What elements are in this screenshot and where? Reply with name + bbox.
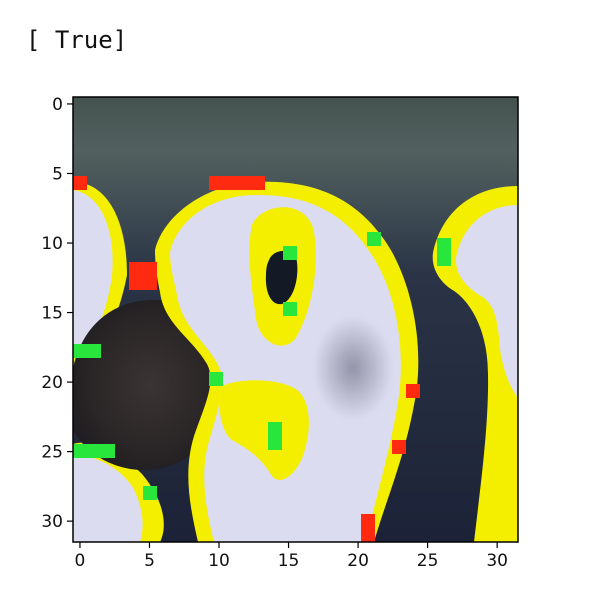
x-tick-label: 30 [486, 551, 508, 571]
right-red-spot-upper [406, 384, 420, 398]
y-tick-label: 20 [41, 373, 63, 393]
x-tick-label: 25 [417, 551, 439, 571]
x-tick-label: 5 [144, 551, 155, 571]
green-spot-hole-bottom [283, 302, 297, 316]
right-white-blob [455, 205, 518, 398]
output-text: [ True] [26, 26, 128, 54]
green-spot-center-left [209, 372, 223, 386]
x-tick-label: 10 [208, 551, 230, 571]
green-spot-bottom-left [73, 444, 115, 458]
hole-dark-center [265, 250, 298, 305]
center-red-spot [129, 262, 157, 290]
x-tick-label: 0 [75, 551, 86, 571]
bottom-red-spot [361, 514, 375, 542]
center-shadow [313, 316, 393, 420]
green-spot-right-edge [367, 232, 381, 246]
right-red-spot-lower [392, 440, 406, 454]
dark-blob [73, 299, 228, 471]
left-red-spot [73, 176, 87, 190]
image-plot-area [73, 97, 518, 542]
y-tick-label: 0 [52, 95, 63, 115]
y-axis: 0 5 10 15 20 25 30 [41, 95, 73, 532]
y-tick-label: 15 [41, 304, 63, 324]
lower-yellow-patch [219, 380, 309, 480]
left-white-blob [73, 190, 113, 356]
green-spot-hole-top [283, 246, 297, 260]
y-tick-label: 30 [41, 512, 63, 532]
green-spot-left [73, 344, 101, 358]
x-tick-label: 20 [347, 551, 369, 571]
green-spot-bottom [143, 486, 157, 500]
bottom-left-white-blob [73, 455, 143, 542]
x-axis: 0 5 10 15 20 25 30 [75, 542, 508, 571]
y-tick-label: 10 [41, 234, 63, 254]
y-tick-label: 25 [41, 443, 63, 463]
green-spot-right-blob [437, 238, 451, 266]
plot-frame [72, 96, 519, 543]
top-red-spot [209, 176, 265, 190]
green-spot-lower [268, 422, 282, 450]
center-white-blob [170, 195, 401, 542]
x-tick-label: 15 [278, 551, 300, 571]
y-tick-label: 5 [52, 164, 63, 184]
